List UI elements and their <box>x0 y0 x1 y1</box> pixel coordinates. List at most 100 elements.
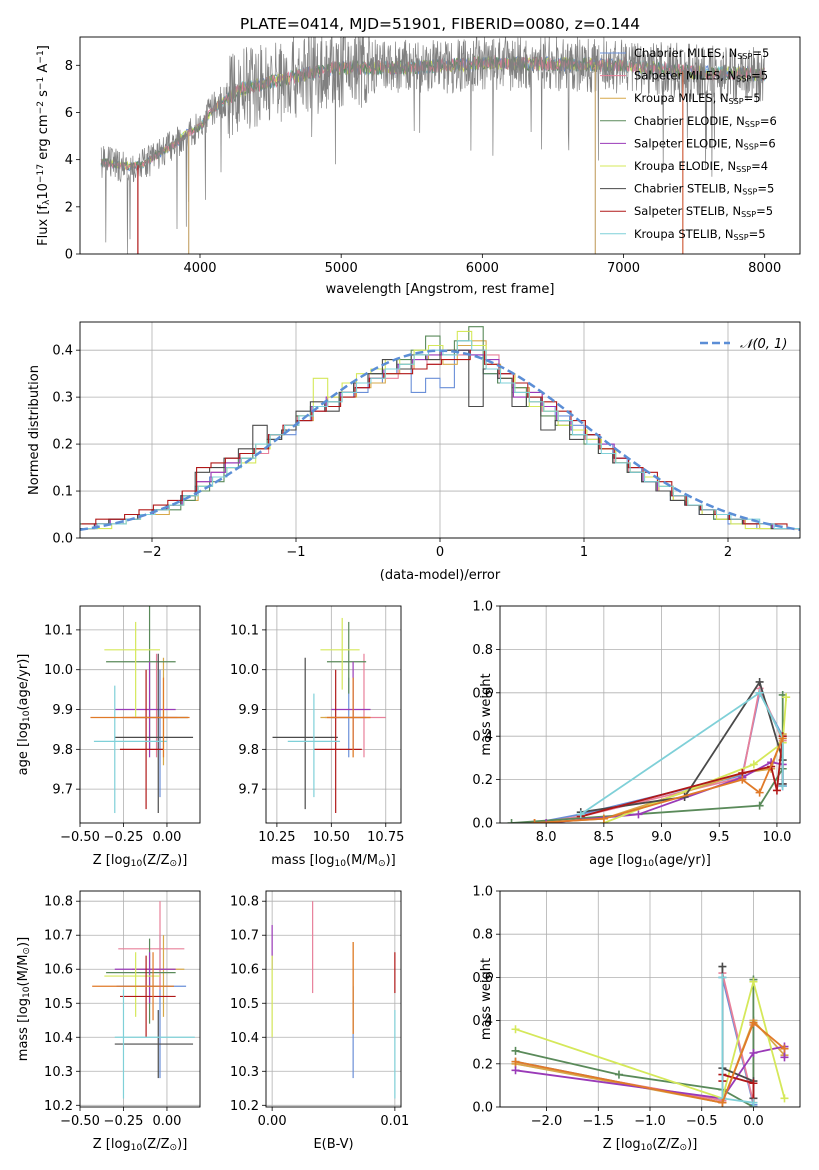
y-tick-label: 10.7 <box>44 929 73 944</box>
x-tick-label: −0.5 <box>686 1114 718 1129</box>
y-tick-label: 9.7 <box>238 783 259 798</box>
y-tick-label: 10.6 <box>230 963 259 978</box>
y-tick-label: 9.9 <box>238 703 259 718</box>
y-tick-label: 10.3 <box>230 1065 259 1080</box>
plot-area <box>90 606 194 814</box>
x-tick-label: −1 <box>286 545 305 560</box>
weight-marker <box>507 819 516 823</box>
y-tick-label: 9.9 <box>52 703 73 718</box>
observed-spectrum-line <box>100 37 765 254</box>
legend-label: Salpeter STELIB, NSSP=5 <box>634 204 773 219</box>
x-axis-label: wavelength [Angstrom, rest frame] <box>326 282 555 297</box>
normal-distribution-curve <box>80 349 800 532</box>
weight-marker <box>755 788 764 797</box>
weight-line <box>603 697 788 823</box>
x-tick-label: 10.25 <box>258 830 295 845</box>
x-tick-label: 5000 <box>325 261 358 276</box>
x-tick-label: 0.0 <box>743 1114 764 1129</box>
y-tick-label: 0.0 <box>52 532 73 547</box>
y-axis-label: Normed distribution <box>27 365 42 495</box>
y-tick-label: 6 <box>65 106 73 121</box>
y-tick-label: 8 <box>65 59 73 74</box>
weight-marker <box>782 693 791 702</box>
y-tick-label: 10.5 <box>44 997 73 1012</box>
y-tick-label: 10.7 <box>230 929 259 944</box>
x-axis-label: (data-model)/error <box>380 568 501 583</box>
weight-line <box>580 691 784 816</box>
figure-title: PLATE=0414, MJD=51901, FIBERID=0080, z=0… <box>240 15 640 33</box>
weight-marker <box>614 1070 623 1079</box>
weight-marker <box>778 734 787 743</box>
x-tick-label: −0.50 <box>60 1114 100 1129</box>
y-axis-label: age [log10(age/yr)] <box>16 654 32 776</box>
x-axis-label: age [log10(age/yr)] <box>589 853 711 869</box>
x-tick-label: 2 <box>724 545 732 560</box>
x-tick-label: 10.75 <box>367 830 404 845</box>
x-tick-label: 6000 <box>466 261 499 276</box>
weight-marker <box>749 1079 758 1088</box>
weight-marker <box>738 775 747 784</box>
weight-marker <box>749 1049 758 1057</box>
weight-marker <box>749 1018 758 1027</box>
x-tick-label: 8.5 <box>594 830 615 845</box>
weight-marker <box>718 1098 727 1107</box>
x-tick-label: 9.0 <box>651 830 672 845</box>
y-axis-label: Flux [fλ10−17 erg cm−2 s−1 A−1] <box>36 45 52 246</box>
axes-frame <box>79 321 801 539</box>
age-vs-metallicity-panel: −0.50 −0.25 0.00 9.7 9.8 9.9 10.0 10.1 Z [log10(… <box>16 605 201 869</box>
axes-frame <box>79 605 201 824</box>
weight-marker <box>511 1057 520 1066</box>
legend-label: Kroupa STELIB, NSSP=5 <box>634 227 766 242</box>
y-tick-label: 10.8 <box>230 895 259 910</box>
y-tick-label: 0.4 <box>52 344 73 359</box>
weight-marker <box>749 977 758 986</box>
weight-marker <box>778 782 787 791</box>
y-tick-label: 2 <box>65 200 73 215</box>
weight-marker <box>542 819 551 823</box>
y-tick-label: 10.1 <box>44 623 73 638</box>
plot-area <box>80 326 800 532</box>
legend-label: Chabrier ELODIE, NSSP=6 <box>634 114 777 129</box>
x-axis-label: Z [log10(Z/Z⊙)] <box>603 1137 698 1153</box>
y-tick-label: 10.8 <box>44 895 73 910</box>
x-tick-label: 0.01 <box>380 1114 409 1129</box>
y-tick-label: 9.8 <box>52 743 73 758</box>
x-axis-label: Z [log10(Z/Z⊙)] <box>93 1137 188 1153</box>
y-tick-label: 10.2 <box>230 1099 259 1114</box>
y-tick-label: 0.0 <box>472 817 493 832</box>
weight-marker <box>755 688 764 697</box>
y-tick-label: 0.6 <box>472 971 493 986</box>
weight-vs-metallicity-panel: −2.0 −1.5 −1.0 −0.5 0.0 0.0 0.2 0.4 0.6 0.8 1.0 Z [… <box>472 885 801 1153</box>
x-axis-label: E(B-V) <box>313 1137 353 1152</box>
legend-label: Kroupa ELODIE, NSSP=4 <box>634 159 768 174</box>
y-tick-label: 9.7 <box>52 783 73 798</box>
y-tick-label: 10.0 <box>230 663 259 678</box>
mass-vs-metallicity-panel: −0.50 −0.25 0.00 10.2 10.3 10.4 10.5 10.6 10.7 10… <box>16 890 201 1153</box>
y-tick-label: 10.4 <box>44 1031 73 1046</box>
y-tick-label: 0.2 <box>472 1057 493 1072</box>
weight-line <box>515 978 786 1100</box>
y-tick-label: 10.0 <box>44 663 73 678</box>
x-tick-label: 9.5 <box>709 830 730 845</box>
y-tick-label: 0.6 <box>472 686 493 701</box>
y-tick-label: 0.2 <box>472 773 493 788</box>
y-tick-label: 10.2 <box>44 1099 73 1114</box>
x-tick-label: −0.25 <box>104 830 144 845</box>
y-axis-label: mass [log10(M/M⊙)] <box>16 937 32 1061</box>
residuals-panel: −2 −1 0 1 2 0.0 0.1 0.2 0.3 0.4 (data-model)/error… <box>27 321 801 583</box>
y-axis-label: mass weight <box>479 958 494 1040</box>
x-tick-label: 8000 <box>748 261 781 276</box>
y-tick-label: 0.1 <box>52 485 73 500</box>
weight-marker <box>755 801 764 810</box>
weight-marker <box>772 786 781 795</box>
plot-area <box>92 901 195 1099</box>
axes-frame <box>265 890 402 1108</box>
y-tick-label: 10.1 <box>230 623 259 638</box>
spectrum-panel: 4000 5000 6000 7000 8000 0 2 4 6 8 wavelength [Ang… <box>36 36 801 297</box>
x-tick-label: −1.0 <box>634 1114 666 1129</box>
y-tick-label: 10.5 <box>230 997 259 1012</box>
y-tick-label: 10.4 <box>230 1031 259 1046</box>
weight-marker <box>755 677 764 686</box>
weight-marker <box>749 760 758 769</box>
x-tick-label: −1.5 <box>582 1114 614 1129</box>
